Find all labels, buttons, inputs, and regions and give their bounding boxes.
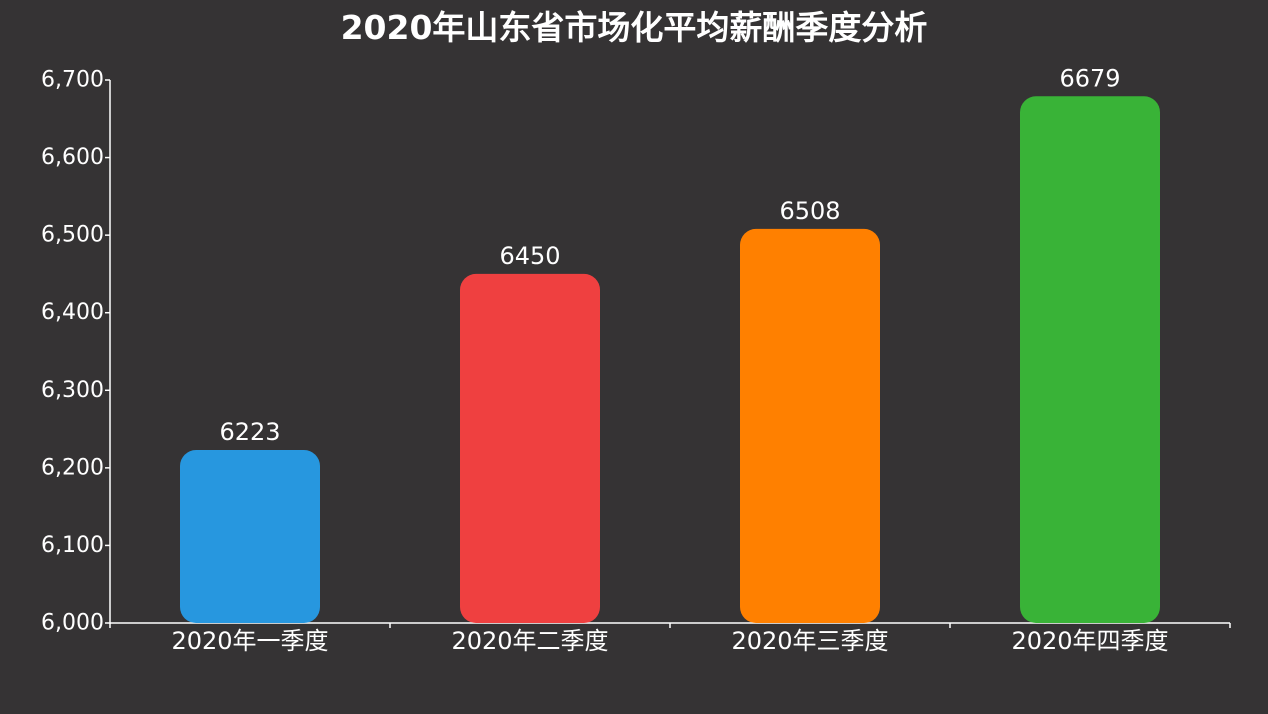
y-tick-label-6700: 6,700	[41, 68, 104, 93]
x-category-label-4: 2020年四季度	[1011, 627, 1168, 655]
y-tick-label-6500: 6,500	[41, 223, 104, 248]
y-tick-label-6000: 6,000	[41, 611, 104, 636]
y-tick-label-6600: 6,600	[41, 145, 104, 170]
y-tick-label-6300: 6,300	[41, 378, 104, 403]
x-category-label-3: 2020年三季度	[731, 627, 888, 655]
bar-2	[460, 273, 600, 623]
bar-value-label-4: 6679	[1059, 64, 1120, 92]
bar-value-label-1: 6223	[219, 418, 280, 446]
y-tick-label-6200: 6,200	[41, 455, 104, 480]
bar-1	[180, 450, 320, 623]
bar-value-label-3: 6508	[779, 197, 840, 225]
bar-4	[1020, 96, 1160, 624]
bar-3	[740, 228, 880, 624]
x-category-label-1: 2020年一季度	[171, 627, 328, 655]
y-tick-label-6400: 6,400	[41, 300, 104, 325]
bar-value-label-2: 6450	[499, 242, 560, 270]
y-tick-label-6100: 6,100	[41, 533, 104, 558]
chart-title: 2020年山东省市场化平均薪酬季度分析	[340, 8, 928, 47]
x-category-label-2: 2020年二季度	[451, 627, 608, 655]
